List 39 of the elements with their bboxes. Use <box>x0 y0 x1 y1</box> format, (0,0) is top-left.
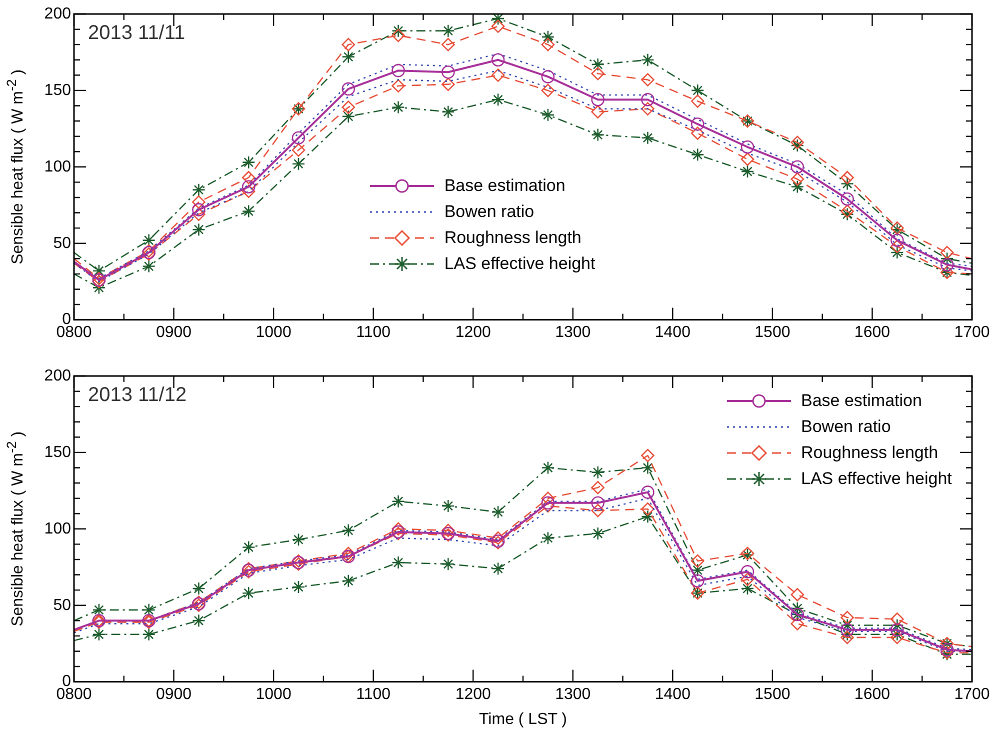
legend-label: Roughness length <box>801 443 938 463</box>
x-tick-label: 1300 <box>555 324 591 341</box>
x-tick-label: 1000 <box>256 686 292 703</box>
y-tick-label: 150 <box>44 444 72 461</box>
y-tick-label: 200 <box>44 367 72 384</box>
x-tick-label: 0900 <box>156 686 192 703</box>
x-tick-label: 1300 <box>555 686 591 703</box>
y-tick-label: 200 <box>44 5 72 22</box>
chart-title: 2013 11/12 <box>88 384 187 407</box>
legend-label: LAS effective height <box>444 254 596 274</box>
legend-label: Base estimation <box>801 391 922 411</box>
x-tick-label: 0800 <box>56 686 92 703</box>
chart-title: 2013 11/11 <box>88 22 186 45</box>
x-tick-label: 1700 <box>954 686 990 703</box>
x-tick-label: 1500 <box>754 686 790 703</box>
legend-label: Base estimation <box>444 176 566 196</box>
x-tick-label: 0900 <box>156 324 192 341</box>
x-axis-title: Time ( LST ) <box>479 711 568 729</box>
legend-label: Bowen ratio <box>444 202 534 222</box>
y-tick-label: 150 <box>44 82 72 99</box>
legend-label: Bowen ratio <box>801 417 891 437</box>
x-tick-label: 1100 <box>356 324 391 341</box>
x-tick-label: 1700 <box>954 324 990 341</box>
x-tick-label: 1600 <box>854 324 890 341</box>
y-tick-label: 100 <box>44 520 72 538</box>
y-tick-label: 100 <box>44 158 72 176</box>
x-tick-label: 1200 <box>455 686 492 703</box>
x-tick-label: 1200 <box>455 324 492 341</box>
legend-label: Roughness length <box>444 228 582 248</box>
x-tick-label: 1600 <box>854 686 890 703</box>
x-tick-label: 1100 <box>356 686 391 703</box>
x-tick-label: 1400 <box>654 324 691 341</box>
y-tick-label: 50 <box>53 596 72 614</box>
x-tick-label: 1000 <box>256 324 292 341</box>
legend-label: LAS effective height <box>801 469 952 489</box>
x-tick-label: 1400 <box>654 686 691 703</box>
y-tick-label: 50 <box>53 234 72 252</box>
x-tick-label: 1500 <box>754 324 790 341</box>
x-tick-label: 0800 <box>56 324 92 341</box>
